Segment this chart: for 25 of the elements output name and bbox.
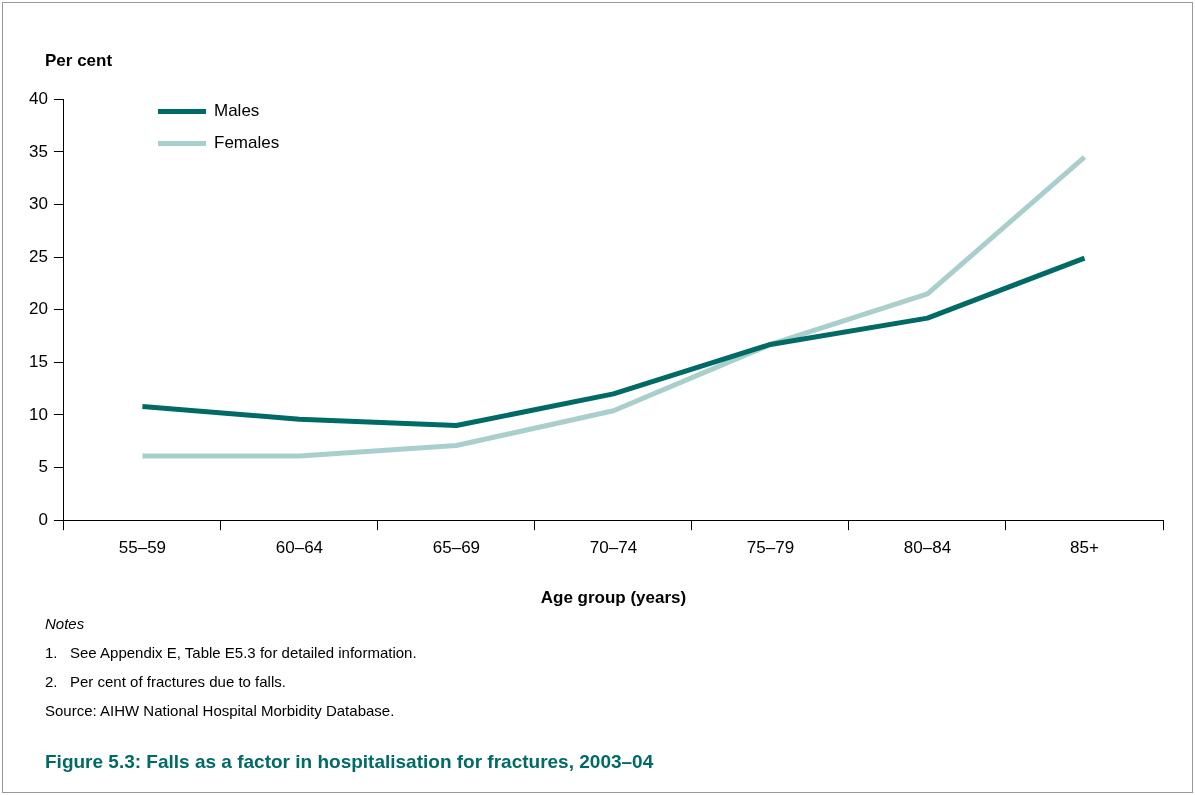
text: Figure 5.3: Falls as a factor in hospitalisation for fractures, 2003–04 <box>45 751 654 773</box>
y-tick-label: 25 <box>28 246 48 266</box>
y-tick-label: 5 <box>38 457 48 477</box>
legend-label: Females <box>214 133 280 153</box>
text: Notes <box>45 615 86 634</box>
x-tick-label: 65–69 <box>432 538 481 558</box>
y-tick-label: 35 <box>28 141 48 161</box>
x-tick-label: 70–74 <box>589 538 638 558</box>
y-tick-label: 40 <box>28 88 48 108</box>
x-tick-label: 55–59 <box>118 538 167 558</box>
y-tick-label: 15 <box>28 352 48 372</box>
x-tick-label: 75–79 <box>746 538 795 558</box>
text: 1. See Appendix E, Table E5.3 for detailed information. <box>45 644 417 663</box>
source-note: Source: AIHW National Hospital Morbidity Database. <box>45 702 396 721</box>
x-tick-label: 85+ <box>1070 538 1099 558</box>
y-tick-label: 0 <box>38 509 48 529</box>
text: 2. Per cent of fractures due to falls. <box>45 673 287 692</box>
y-tick-label: 20 <box>28 299 48 319</box>
y-tick-label: 10 <box>28 404 48 424</box>
x-tick-label: 60–64 <box>275 538 324 558</box>
x-tick-label: 80–84 <box>903 538 952 558</box>
legend-label: Males <box>214 101 260 121</box>
x-axis-title: Age group (years) <box>540 588 687 608</box>
y-axis-title: Per cent <box>45 51 113 71</box>
y-tick-label: 30 <box>28 194 48 214</box>
